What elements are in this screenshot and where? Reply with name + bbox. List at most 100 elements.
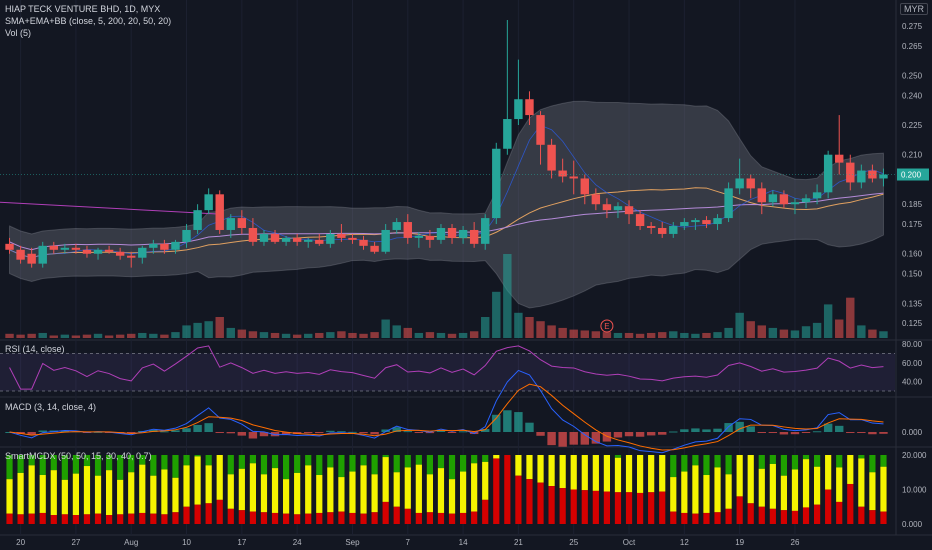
macd-histogram-bar — [514, 412, 523, 432]
volume-bar — [326, 332, 335, 338]
smart-yellow-bar — [227, 474, 234, 509]
candle-body — [171, 241, 180, 250]
volume-bar — [613, 332, 623, 338]
volume-bar — [624, 332, 634, 338]
volume-bar — [724, 327, 733, 338]
price-tick-label: 0.265 — [902, 42, 923, 51]
currency-badge[interactable]: MYR — [900, 3, 928, 15]
smart-green-bar — [791, 455, 799, 470]
rsi-tick-label: 60.00 — [902, 359, 923, 368]
candle-body — [138, 247, 147, 258]
volume-bar — [392, 325, 401, 338]
volume-bar — [5, 333, 14, 338]
smart-yellow-bar — [393, 472, 400, 507]
smart-red-bar — [183, 506, 190, 524]
candle-body — [547, 144, 556, 171]
volume-bar — [602, 332, 612, 338]
macd-histogram-bar — [392, 427, 401, 432]
candle-body — [812, 192, 822, 199]
volume-bar — [138, 332, 147, 338]
volume-bar — [304, 333, 313, 338]
smart-red-bar — [238, 510, 245, 524]
macd-histogram-bar — [281, 432, 291, 435]
smart-green-bar — [758, 455, 765, 469]
smart-red-bar — [648, 492, 655, 524]
volume-bar — [503, 254, 512, 338]
volume-bar — [646, 332, 656, 338]
volume-bar — [469, 331, 479, 338]
candle-body — [735, 178, 744, 189]
volume-bar — [204, 321, 213, 338]
indicator-volume[interactable]: Vol (5) — [5, 28, 32, 38]
macd-histogram-bar — [724, 423, 733, 432]
smart-yellow-bar — [39, 475, 46, 513]
smart-red-bar — [813, 504, 821, 524]
smart-yellow-bar — [703, 475, 710, 513]
candle-body — [602, 204, 612, 211]
smart-red-bar — [39, 512, 46, 524]
smart-red-bar — [482, 499, 489, 524]
smart-yellow-bar — [437, 468, 445, 513]
volume-bar — [337, 331, 346, 338]
candle-body — [525, 99, 534, 116]
smart-yellow-bar — [614, 457, 622, 493]
smart-green-bar — [39, 455, 46, 476]
volume-bar — [259, 332, 269, 338]
volume-bar — [514, 312, 523, 338]
macd-histogram-bar — [436, 430, 446, 432]
volume-bar — [580, 330, 589, 338]
smart-green-bar — [205, 455, 212, 466]
volume-bar — [558, 327, 567, 338]
smart-green-bar — [725, 455, 732, 475]
smart-green-bar — [260, 455, 268, 475]
smart-red-bar — [625, 492, 633, 524]
candle-body — [38, 245, 47, 264]
smart-red-bar — [548, 486, 555, 524]
smart-green-bar — [94, 455, 102, 476]
volume-bar — [160, 334, 169, 338]
ema-line — [9, 187, 884, 259]
smart-green-bar — [681, 455, 688, 472]
macd-histogram-bar — [646, 432, 656, 436]
price-tick-label: 0.160 — [902, 250, 923, 259]
smart-red-bar — [72, 515, 80, 524]
smart-green-bar — [692, 455, 699, 466]
candle-body — [492, 148, 501, 219]
macd-histogram-bar — [248, 432, 258, 439]
candle-body — [337, 233, 346, 238]
candle-body — [591, 194, 601, 205]
macd-histogram-bar — [547, 432, 556, 446]
macd-histogram-bar — [93, 431, 103, 433]
macd-histogram-bar — [127, 432, 136, 434]
rsi-band — [0, 353, 895, 391]
macd-label[interactable]: MACD (3, 14, close, 4) — [5, 402, 97, 412]
candle-body — [82, 249, 92, 254]
volume-bar — [680, 332, 689, 338]
indicator-sma-ema-bb[interactable]: SMA+EMA+BB (close, 5, 200, 20, 50, 20) — [5, 16, 172, 26]
smart-yellow-bar — [493, 455, 500, 459]
candle-body — [127, 255, 136, 258]
macd-histogram-bar — [857, 432, 866, 433]
price-tick-label: 0.150 — [902, 270, 923, 279]
macd-histogram-bar — [304, 432, 313, 433]
smart-green-bar — [327, 455, 334, 468]
rsi-label[interactable]: RSI (14, close) — [5, 344, 65, 354]
smart-green-bar — [769, 455, 776, 464]
smart-red-bar — [194, 504, 201, 524]
volume-bar — [735, 312, 744, 338]
smart-red-bar — [305, 513, 312, 524]
macd-histogram-bar — [204, 423, 213, 432]
smartmcdx-label[interactable]: SmartMCDX (50, 50, 15, 30, 40, 0.7) — [5, 451, 152, 461]
sma5-line — [9, 124, 884, 259]
smart-green-bar — [249, 455, 257, 464]
smart-yellow-bar — [260, 474, 268, 513]
macd-histogram-bar — [624, 432, 634, 437]
smart-yellow-bar — [636, 455, 644, 493]
candle-body — [779, 194, 789, 205]
smart-yellow-bar — [603, 455, 611, 492]
candle-body — [724, 188, 733, 219]
smart-yellow-bar — [205, 465, 212, 504]
volume-bar — [414, 332, 424, 338]
smart-green-bar — [172, 455, 179, 478]
